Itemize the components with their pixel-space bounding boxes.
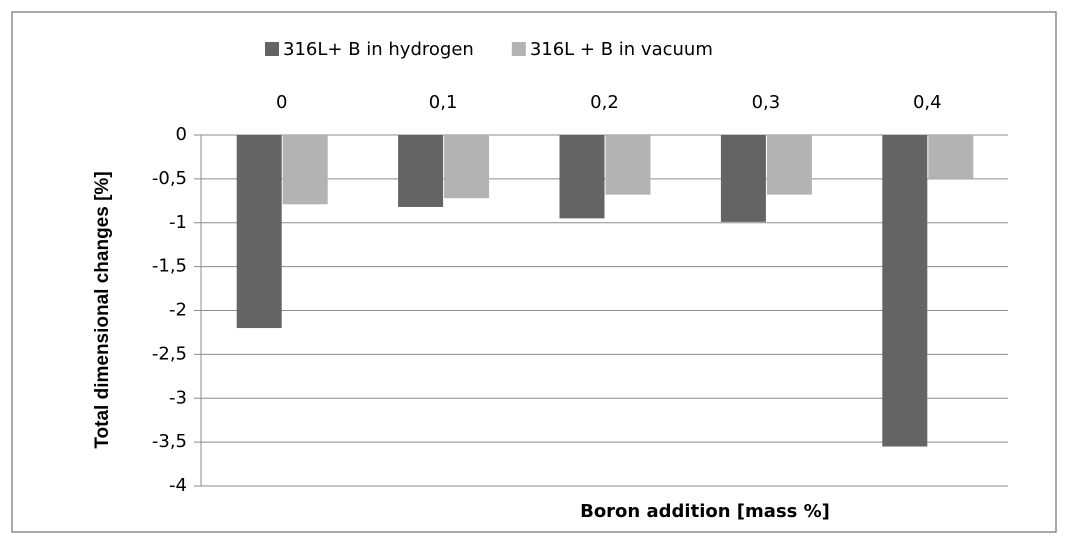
bar xyxy=(236,135,282,329)
legend-label: 316L + B in vacuum xyxy=(530,39,713,60)
bar xyxy=(398,135,444,207)
legend-swatch xyxy=(511,42,526,56)
x-axis-title: Boron addition [mass %] xyxy=(580,501,830,522)
bar xyxy=(444,135,490,199)
x-tick-label: 0,2 xyxy=(590,92,619,113)
bar xyxy=(559,135,605,219)
y-tick-label: -3 xyxy=(169,387,187,408)
x-tick-label: 0,3 xyxy=(752,92,781,113)
legend-swatch xyxy=(265,42,279,56)
y-tick-label: 0 xyxy=(176,124,187,145)
bar xyxy=(882,135,928,447)
y-tick-label: -0,5 xyxy=(152,168,187,189)
bar xyxy=(282,135,328,205)
bar xyxy=(928,135,974,179)
bar xyxy=(720,135,766,222)
y-axis-title: Total dimensional changes [%] xyxy=(92,171,113,448)
x-tick-label: 0,4 xyxy=(913,92,942,113)
x-tick-label: 0,1 xyxy=(429,92,458,113)
y-tick-label: -1,5 xyxy=(152,256,187,277)
y-tick-label: -1 xyxy=(169,212,187,233)
y-tick-label: -3,5 xyxy=(152,431,187,452)
y-tick-label: -2 xyxy=(169,300,187,321)
y-tick-label: -4 xyxy=(169,475,187,496)
x-tick-label: 0 xyxy=(276,92,287,113)
chart-border xyxy=(11,11,1057,533)
legend-label: 316L+ B in hydrogen xyxy=(283,39,474,60)
y-tick-label: -2,5 xyxy=(152,343,187,364)
bar xyxy=(766,135,812,195)
bar xyxy=(605,135,651,195)
